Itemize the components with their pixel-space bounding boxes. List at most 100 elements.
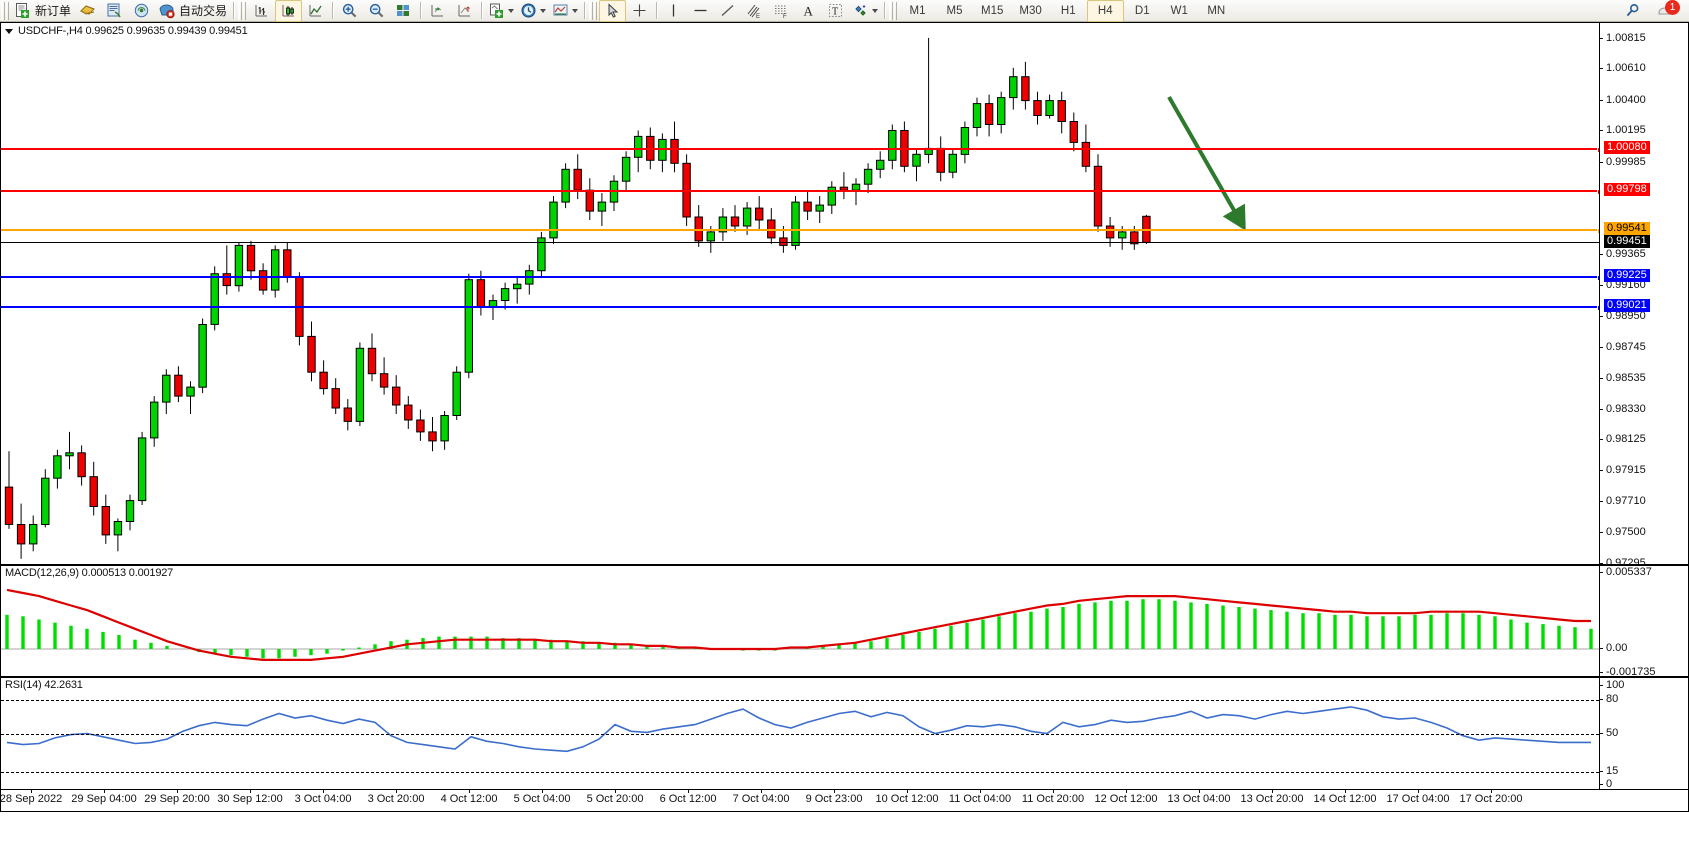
line-chart-icon [309, 5, 322, 17]
level-line-support-2[interactable] [1, 305, 1599, 312]
templates-button[interactable] [549, 0, 581, 22]
timeframe-h4[interactable]: H4 [1086, 0, 1124, 22]
zoom-in-button[interactable] [336, 0, 363, 22]
time-tick-mark [31, 790, 32, 793]
timeframe-m30[interactable]: M30 [1019, 4, 1042, 17]
level-handle[interactable] [1597, 189, 1599, 196]
new-order-button[interactable]: 新订单 [11, 0, 74, 22]
time-tick-mark [323, 790, 324, 793]
rsi-pane[interactable]: RSI(14) 42.2631 100 80 50 15 0 [0, 677, 1689, 790]
shapes-button[interactable] [849, 0, 881, 22]
rsi-scale[interactable]: 100 80 50 15 0 [1599, 678, 1688, 790]
rsi-series [6, 706, 1591, 753]
level-line-resistance-1[interactable] [1, 189, 1599, 196]
macd-plot[interactable] [1, 566, 1599, 676]
time-tick-label: 12 Oct 12:00 [1094, 793, 1158, 805]
price-pane[interactable]: USDCHF-,H4 0.99625 0.99635 0.99439 0.994… [0, 22, 1689, 569]
level-handle[interactable] [1597, 305, 1599, 312]
toolbar-grip-3[interactable] [589, 1, 598, 20]
equidistant-channel-icon: E [747, 4, 760, 19]
time-tick-mark [907, 790, 908, 793]
timeframe-m5[interactable]: M5 [946, 4, 963, 17]
cursor-button[interactable] [599, 0, 627, 22]
level-line-last-price[interactable] [1, 242, 1599, 244]
autotrading-button[interactable]: 自动交易 [155, 0, 230, 22]
new-order-icon [16, 3, 29, 18]
chart-autoscroll-button[interactable] [451, 0, 478, 22]
signals-button[interactable] [128, 0, 155, 22]
timeframe-m15[interactable]: M15 [981, 4, 1004, 17]
chart-menu-triangle-icon[interactable] [5, 28, 13, 34]
text-label-button[interactable]: T [822, 0, 849, 22]
chart-grid-button[interactable] [390, 0, 417, 22]
horizontal-line-button[interactable] [687, 0, 714, 22]
toolbar-grip-2[interactable] [238, 1, 247, 20]
price-scale[interactable]: 1.00815 1.00610 1.00400 1.00195 0.99985 0.993… [1599, 23, 1688, 569]
time-tick-label: 3 Oct 04:00 [294, 793, 352, 805]
shapes-icon [855, 5, 866, 16]
templates-icon [553, 4, 568, 16]
svg-text:F: F [783, 14, 787, 19]
time-tick-mark [250, 790, 251, 793]
time-tick-label: 29 Sep 04:00 [71, 793, 137, 805]
time-tick-mark [761, 790, 762, 793]
mailbox-button[interactable]: 1 [1652, 0, 1680, 22]
expert-advisors-button[interactable] [74, 0, 101, 22]
trendline-button[interactable] [714, 0, 741, 22]
svg-text:E: E [756, 14, 760, 19]
signals-icon [134, 3, 149, 18]
candlestick-chart-button[interactable] [275, 0, 303, 22]
period-icon [521, 3, 536, 18]
level-line-support-1[interactable] [1, 274, 1599, 281]
rsi-level-80 [1, 700, 1599, 702]
timeframe-w1[interactable]: W1 [1170, 4, 1188, 17]
level-handle[interactable] [1597, 147, 1599, 154]
fibonacci-button[interactable]: F [768, 0, 795, 22]
rsi-level-15 [1, 772, 1599, 774]
chart-area[interactable]: USDCHF-,H4 0.99625 0.99635 0.99439 0.994… [0, 22, 1689, 858]
time-tick-mark [1418, 790, 1419, 793]
templates-chevron-down-icon[interactable] [572, 8, 579, 13]
line-chart-button[interactable] [302, 0, 329, 22]
time-tick-mark [980, 790, 981, 793]
timeframe-h1[interactable]: H1 [1060, 4, 1076, 17]
level-handle[interactable] [1597, 274, 1599, 281]
level-handle[interactable] [1597, 227, 1599, 234]
time-tick-label: 11 Oct 04:00 [948, 793, 1012, 805]
timeframe-d1[interactable]: D1 [1134, 4, 1150, 17]
indicators-chevron-down-icon[interactable] [508, 8, 515, 13]
period-chevron-down-icon[interactable] [540, 8, 547, 13]
time-axis[interactable]: 28 Sep 2022 29 Sep 04:00 29 Sep 20:00 30 Se… [0, 790, 1689, 812]
level-label-resistance-1: 0.99798 [1604, 183, 1650, 197]
autotrading-icon [159, 4, 175, 19]
toolbar-grip-4[interactable] [889, 1, 898, 20]
period-button[interactable] [517, 0, 549, 22]
time-tick-mark [1491, 790, 1492, 793]
macd-scale[interactable]: 0.005337 0.00 -0.001735 [1599, 566, 1688, 678]
vertical-line-button[interactable] [660, 0, 687, 22]
chart-shift-button[interactable] [424, 0, 451, 22]
text-button[interactable]: A [795, 0, 822, 22]
data-window-button[interactable] [101, 0, 128, 22]
timeframe-mn[interactable]: MN [1207, 4, 1226, 17]
toolbar-grip[interactable] [1, 1, 9, 20]
shapes-chevron-down-icon[interactable] [872, 8, 879, 13]
level-line-pivot[interactable] [1, 227, 1599, 234]
search-icon [1626, 3, 1639, 17]
timeframe-m1[interactable]: M1 [909, 4, 926, 17]
time-tick-mark [1053, 790, 1054, 793]
macd-pane[interactable]: MACD(12,26,9) 0.000513 0.001927 0.005337… [0, 565, 1689, 678]
equidistant-channel-button[interactable]: E [741, 0, 768, 22]
svg-text:A: A [804, 4, 814, 19]
bar-chart-button[interactable] [248, 0, 275, 22]
indicators-button[interactable] [485, 0, 517, 22]
price-plot[interactable] [1, 23, 1599, 564]
zoom-out-button[interactable] [363, 0, 390, 22]
crosshair-button[interactable] [626, 0, 653, 22]
search-button[interactable] [1619, 0, 1646, 22]
crosshair-icon [633, 4, 646, 17]
rsi-plot[interactable] [1, 678, 1599, 789]
macd-series [1, 588, 1599, 661]
level-line-resistance-2[interactable] [1, 147, 1599, 154]
